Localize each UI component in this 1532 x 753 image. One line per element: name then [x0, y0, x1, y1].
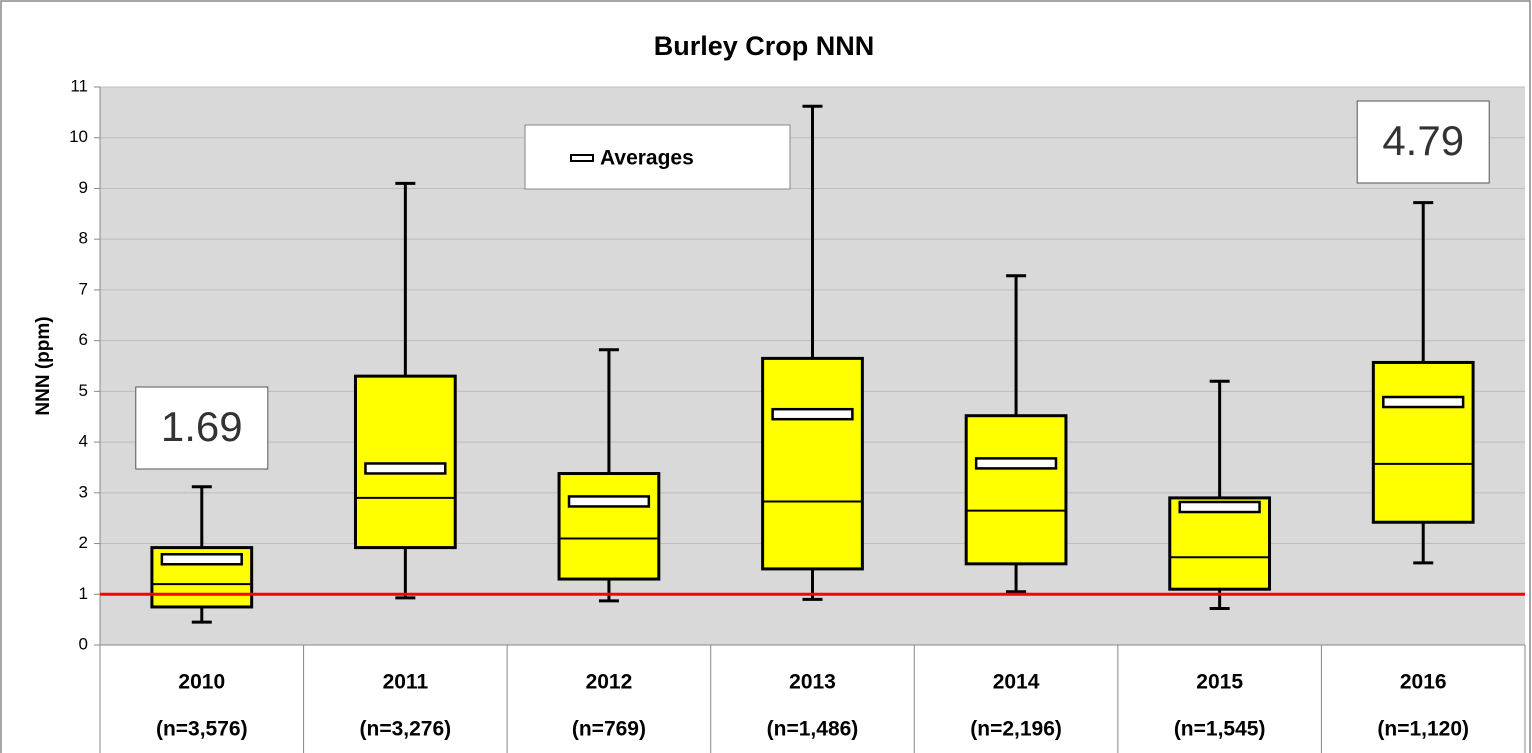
average-marker	[771, 407, 854, 421]
x-tick-label: 2015	[1196, 671, 1243, 694]
average-marker	[1178, 500, 1261, 514]
y-tick-label: 7	[79, 279, 88, 298]
sample-size-label: (n=1,486)	[767, 718, 859, 741]
y-tick-label: 5	[79, 381, 88, 400]
y-tick-label: 2	[79, 533, 88, 552]
legend-label: Averages	[600, 147, 694, 170]
box	[964, 414, 1068, 566]
average-marker	[364, 462, 447, 475]
x-tick-label: 2014	[993, 671, 1040, 694]
y-tick-label: 0	[79, 634, 88, 653]
annotation-box	[135, 386, 269, 470]
legend-box	[524, 124, 791, 190]
average-marker	[974, 457, 1058, 470]
y-tick-label: 11	[70, 76, 88, 95]
average-marker	[1382, 395, 1465, 409]
sample-size-label: (n=3,276)	[360, 718, 452, 741]
sample-size-label: (n=1,120)	[1377, 718, 1469, 741]
average-marker	[567, 495, 651, 508]
sample-size-label: (n=1,545)	[1174, 718, 1266, 741]
y-tick-label: 1	[79, 584, 88, 603]
chart-title: Burley Crop NNN	[654, 31, 875, 61]
annotation-label: 1.69	[161, 403, 243, 450]
average-marker	[160, 553, 243, 566]
x-tick-label: 2010	[178, 671, 225, 694]
y-tick-label: 8	[79, 229, 88, 248]
box	[353, 374, 457, 550]
y-tick-label: 4	[79, 432, 88, 451]
y-tick-label: 3	[79, 482, 88, 501]
sample-size-label: (n=3,576)	[156, 718, 248, 741]
box	[557, 472, 661, 581]
sample-size-label: (n=769)	[572, 718, 646, 741]
box	[1371, 360, 1475, 524]
legend-marker	[570, 154, 594, 162]
x-tick-label: 2012	[586, 671, 633, 694]
box	[761, 356, 864, 571]
y-tick-label: 6	[79, 330, 88, 349]
y-tick-label: 9	[79, 178, 88, 197]
annotation-box	[1356, 100, 1490, 184]
y-axis-label: NNN (ppm)	[33, 316, 54, 415]
y-tick-label: 10	[69, 127, 88, 146]
x-tick-label: 2016	[1400, 671, 1447, 694]
x-tick-label: 2013	[789, 671, 836, 694]
sample-size-label: (n=2,196)	[970, 718, 1062, 741]
annotation-label: 4.79	[1382, 117, 1464, 164]
x-tick-label: 2011	[383, 671, 429, 694]
